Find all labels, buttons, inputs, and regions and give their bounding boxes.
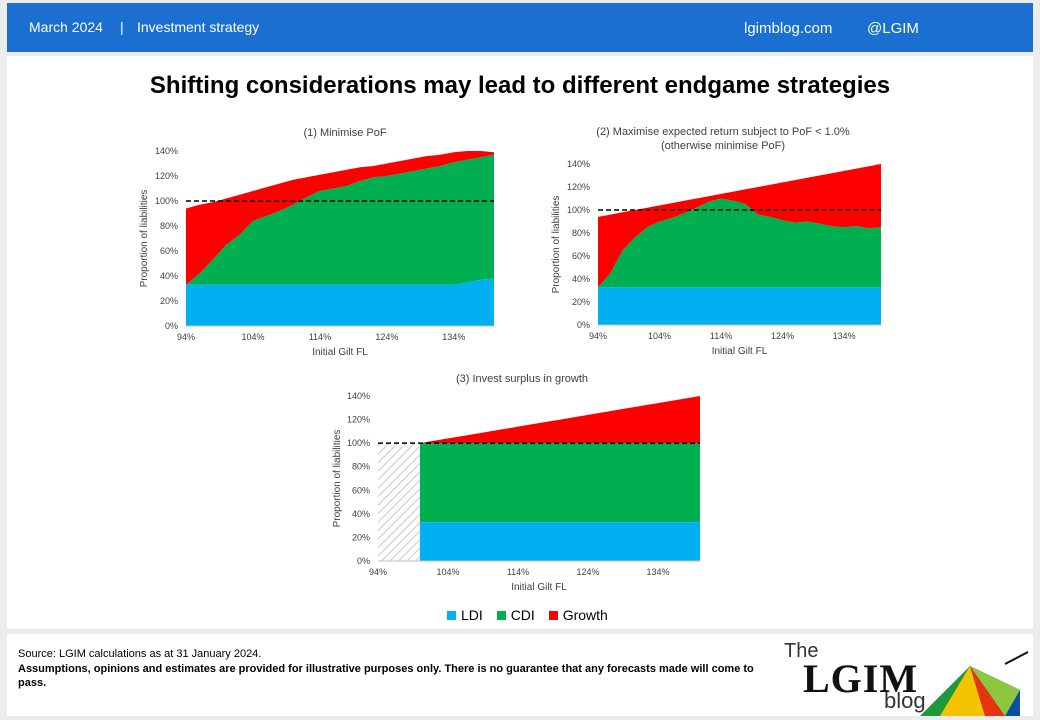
x-axis-label: Initial Gilt FL xyxy=(712,346,768,357)
y-tick-label: 0% xyxy=(357,556,370,566)
area-growth xyxy=(598,164,881,288)
legend-label-ldi: LDI xyxy=(461,607,483,623)
y-tick-label: 140% xyxy=(347,391,370,401)
chart-1: (1) Minimise PoF 0% 20% 40% 60% 80% 100% 120% 14… xyxy=(139,127,494,358)
y-tick-label: 20% xyxy=(352,532,370,542)
x-tick-label: 114% xyxy=(507,567,529,577)
x-tick-label: 134% xyxy=(442,332,465,342)
disclaimer: Assumptions, opinions and estimates are … xyxy=(18,663,754,689)
y-tick-label: 20% xyxy=(160,296,178,306)
chart-title: (1) Minimise PoF xyxy=(303,127,386,139)
logo-lgim-text: LGIM xyxy=(803,656,919,701)
y-tick-label: 100% xyxy=(567,205,590,215)
legend-swatch-growth xyxy=(548,611,558,620)
x-tick-label: 94% xyxy=(177,332,195,342)
logo-blog-text: blog xyxy=(884,688,926,713)
y-axis-label: Proportion of liabilities xyxy=(139,190,150,288)
header-bar: March 2024 | Investment strategy lgimblo… xyxy=(7,3,1033,52)
legend-item-ldi: LDI xyxy=(447,607,483,623)
y-tick-label: 140% xyxy=(155,146,178,156)
x-tick-label: 134% xyxy=(646,567,669,577)
logo-the-text: The xyxy=(784,640,819,662)
umbrella-logo-icon xyxy=(920,651,1029,716)
y-axis-label: Proportion of liabilities xyxy=(551,196,562,294)
y-tick-label: 120% xyxy=(567,182,590,192)
area-cdi xyxy=(420,443,700,523)
x-axis-label: Initial Gilt FL xyxy=(312,347,368,358)
y-tick-label: 0% xyxy=(165,321,178,331)
chart-subtitle: (otherwise minimise PoF) xyxy=(661,140,785,152)
y-tick-label: 80% xyxy=(352,462,370,472)
x-tick-label: 94% xyxy=(369,567,387,577)
x-tick-label: 114% xyxy=(710,331,732,341)
area-cdi xyxy=(186,154,494,285)
y-tick-label: 60% xyxy=(572,251,590,261)
y-tick-label: 100% xyxy=(155,196,178,206)
y-tick-label: 40% xyxy=(160,271,178,281)
y-tick-label: 60% xyxy=(160,246,178,256)
y-tick-label: 80% xyxy=(572,228,590,238)
x-tick-label: 114% xyxy=(309,332,331,342)
hatched-region xyxy=(378,443,420,561)
legend-item-growth: Growth xyxy=(548,607,608,623)
x-tick-label: 94% xyxy=(589,331,607,341)
chart-legend: LDI CDI Growth xyxy=(447,607,618,623)
area-ldi xyxy=(598,287,881,325)
legend-item-cdi: CDI xyxy=(496,607,535,623)
footer: Source: LGIM calculations as at 31 Janua… xyxy=(7,634,1033,716)
header-separator: | xyxy=(120,19,124,35)
y-tick-label: 120% xyxy=(347,415,370,425)
header-twitter-handle[interactable]: @LGIM xyxy=(867,20,919,37)
header-site-link[interactable]: lgimblog.com xyxy=(744,20,833,37)
legend-swatch-cdi xyxy=(496,611,506,620)
y-tick-label: 40% xyxy=(352,509,370,519)
area-cdi xyxy=(598,198,881,288)
legend-swatch-ldi xyxy=(447,611,456,620)
area-growth xyxy=(420,396,700,444)
legend-label-cdi: CDI xyxy=(510,607,535,623)
y-tick-label: 0% xyxy=(577,320,590,330)
chart-title: (2) Maximise expected return subject to … xyxy=(596,126,850,138)
header-section: Investment strategy xyxy=(137,19,260,35)
y-tick-label: 60% xyxy=(352,485,370,495)
chart-title: (3) Invest surplus in growth xyxy=(456,373,588,385)
header-date: March 2024 xyxy=(29,19,103,35)
x-axis-label: Initial Gilt FL xyxy=(511,582,567,593)
y-tick-label: 140% xyxy=(567,159,590,169)
chart-2: (2) Maximise expected return subject to … xyxy=(551,126,881,357)
y-tick-label: 120% xyxy=(155,171,178,181)
area-ldi xyxy=(186,278,494,326)
y-tick-label: 40% xyxy=(572,274,590,284)
x-tick-label: 134% xyxy=(833,331,856,341)
page-title: Shifting considerations may lead to diff… xyxy=(149,72,891,99)
x-tick-label: 104% xyxy=(648,331,671,341)
y-axis-label: Proportion of liabilities xyxy=(332,430,343,528)
area-ldi xyxy=(420,522,700,561)
legend-label-growth: Growth xyxy=(562,607,608,623)
chart-3: (3) Invest surplus in growth 0% 20% 40% 60% 8… xyxy=(332,373,700,593)
x-tick-label: 104% xyxy=(241,332,264,342)
x-tick-label: 124% xyxy=(576,567,599,577)
area-growth xyxy=(186,151,494,285)
x-tick-label: 124% xyxy=(771,331,794,341)
y-tick-label: 20% xyxy=(572,297,590,307)
charts-canvas: (1) Minimise PoF 0% 20% 40% 60% 80% 100% 120% 14… xyxy=(139,126,881,593)
source-note: Source: LGIM calculations as at 31 Janua… xyxy=(18,648,262,660)
y-tick-label: 80% xyxy=(160,221,178,231)
x-tick-label: 104% xyxy=(436,567,459,577)
y-tick-label: 100% xyxy=(347,438,370,448)
x-tick-label: 124% xyxy=(375,332,398,342)
